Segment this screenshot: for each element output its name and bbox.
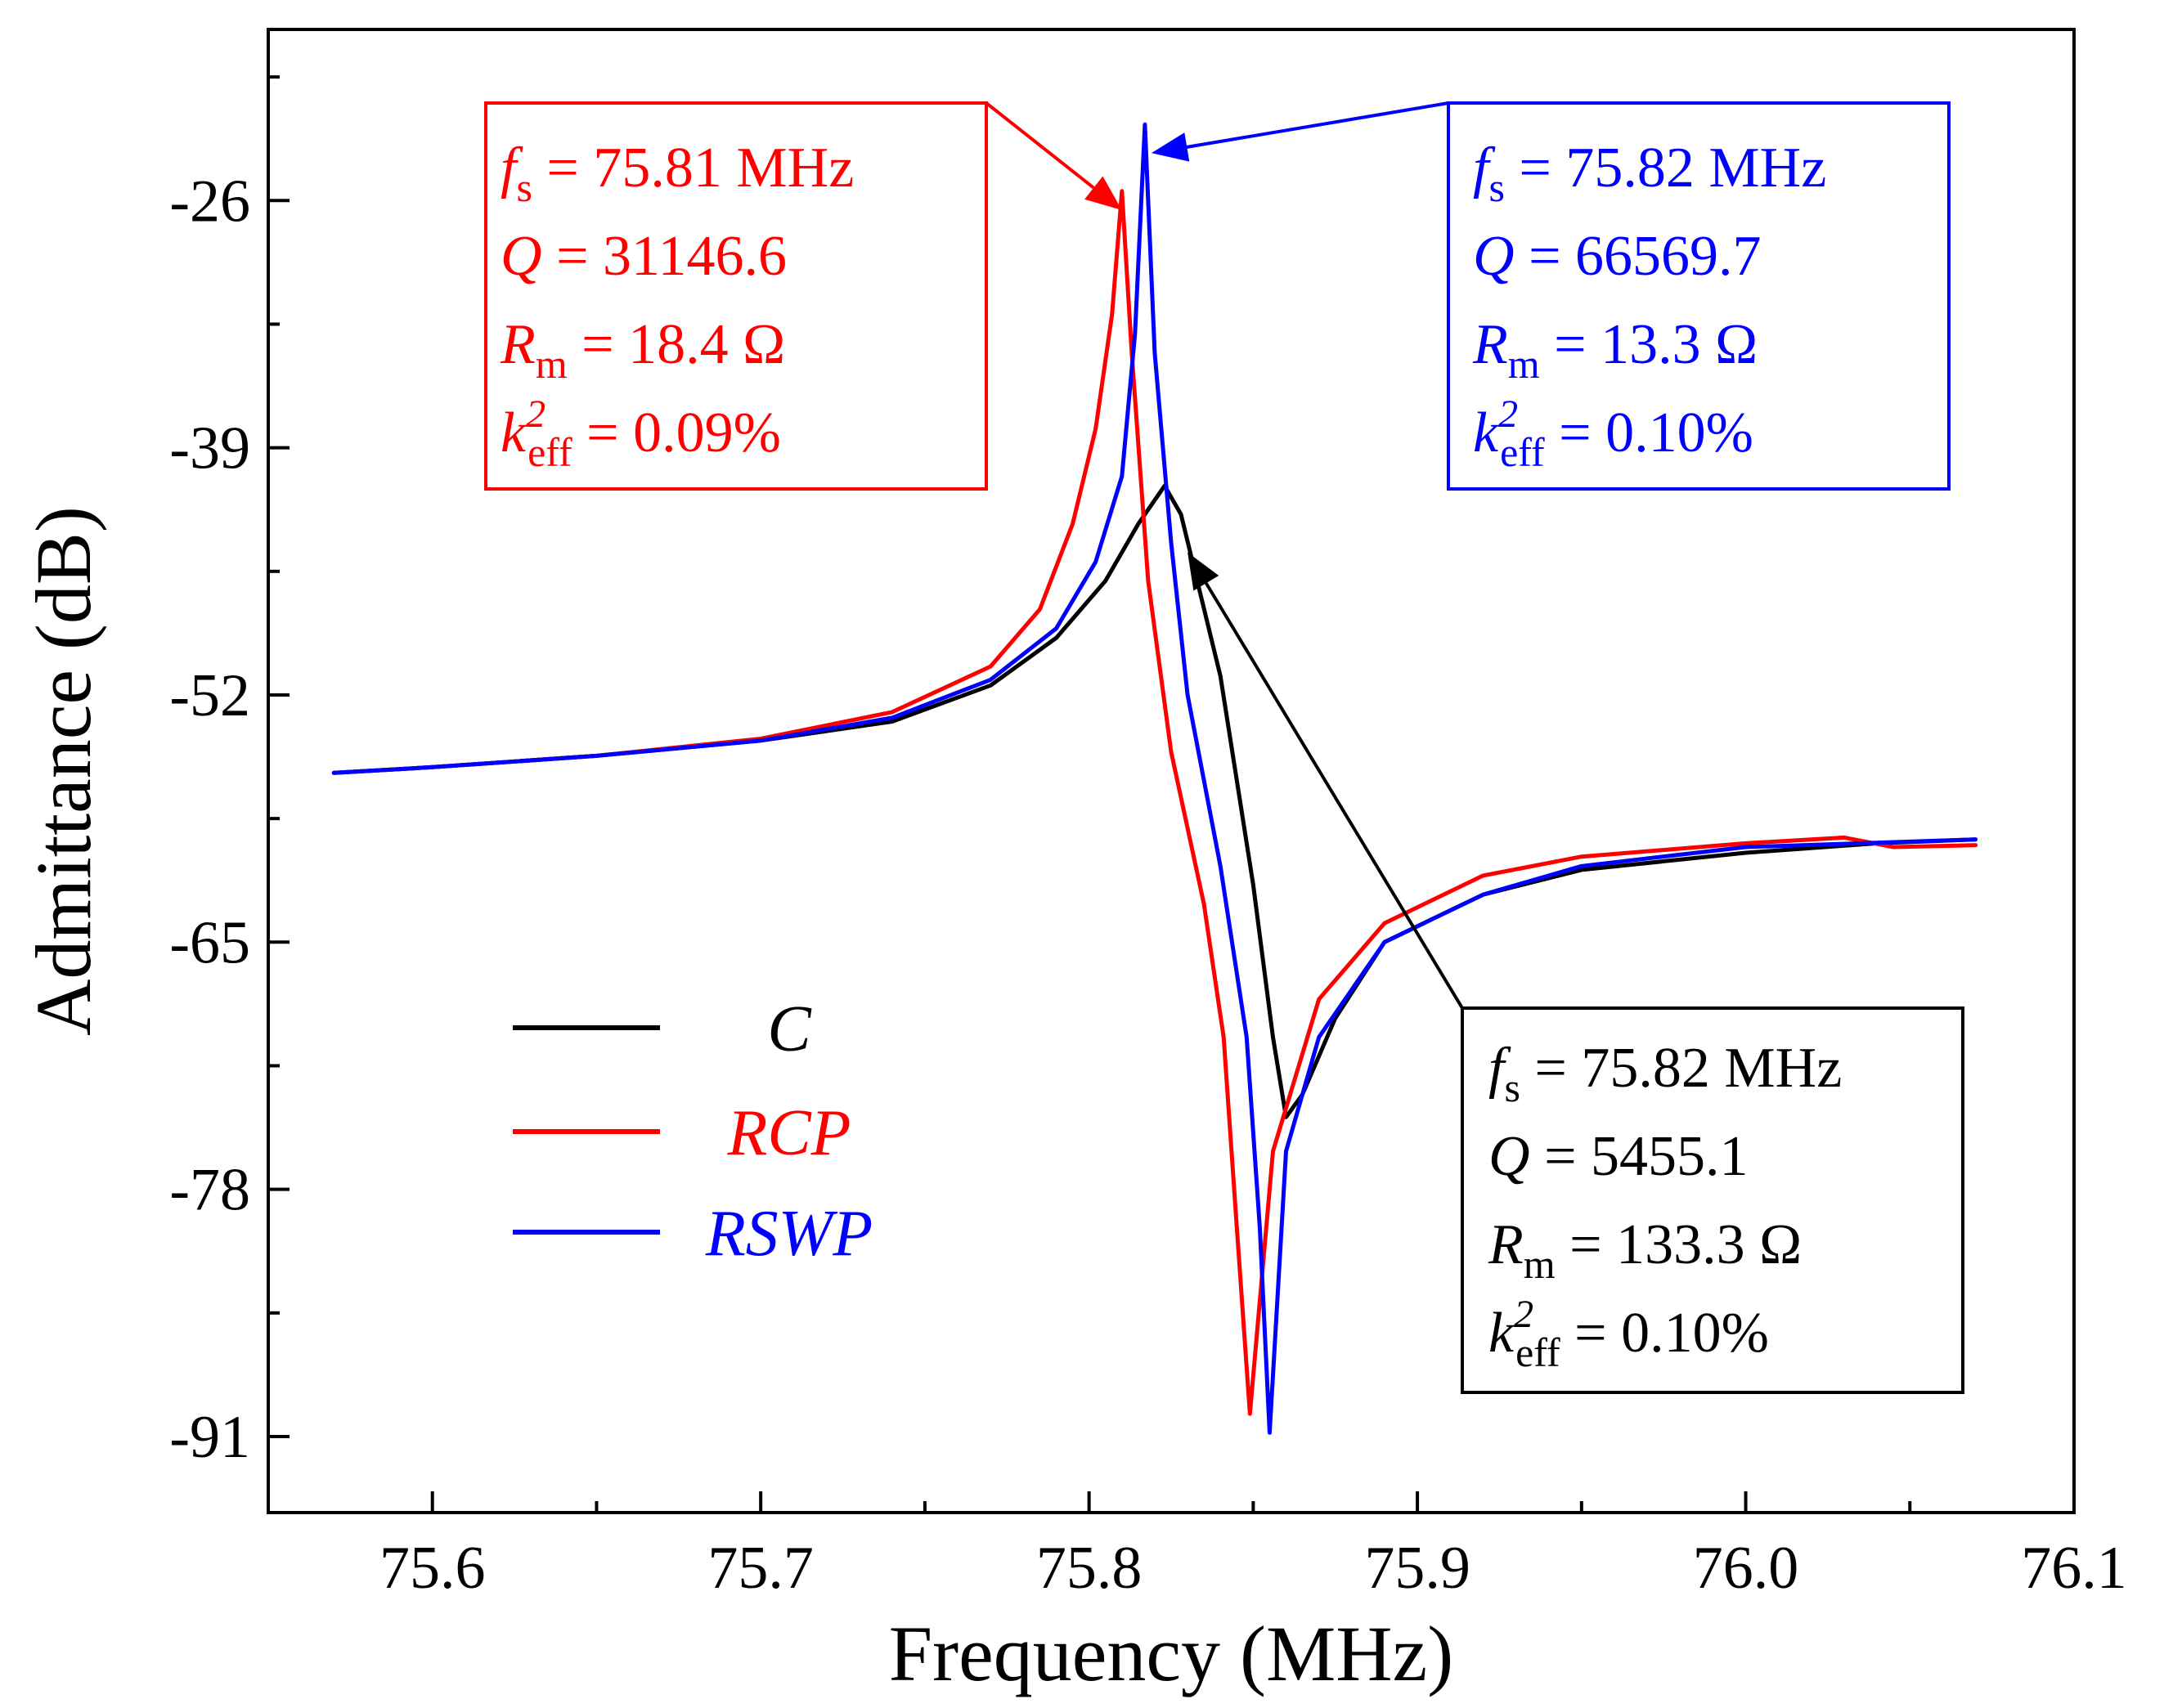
- legend-label-c: C: [767, 993, 812, 1065]
- axes-layer: 75.6 75.7 75.8 75.9 76.0 76.1 -26 -39 -52 -65 -78 -…: [169, 75, 2127, 1602]
- y-tick-label: -52: [169, 662, 250, 729]
- x-axis-title: Frequency (MHz): [889, 1610, 1453, 1697]
- plot-frame: [267, 28, 2076, 1514]
- annotation-rm-text: Rm = 13.3 Ω: [1472, 313, 1758, 387]
- annotation-fs-text: fs = 75.81 MHz: [501, 137, 854, 210]
- y-tick-label: -78: [169, 1157, 250, 1224]
- annotation-keff-text: k2 eff = 0.10%: [1473, 392, 1753, 475]
- y-tick-label: -91: [169, 1404, 250, 1471]
- annotation-q-text: Q = 5455.1: [1488, 1125, 1749, 1188]
- annotation-box-2: fs = 75.82 MHz Q = 66569.7 Rm = 13.3 Ωk2 ef…: [1151, 101, 1951, 491]
- x-tick-label: 76.0: [1693, 1535, 1799, 1602]
- y-tick-label: -65: [169, 909, 250, 976]
- x-tick-label: 75.6: [379, 1535, 486, 1602]
- annotation-arrow-head: [1084, 176, 1122, 210]
- annotation-box-1: fs = 75.81 MHz Q = 31146.6 Rm = 18.4 Ωk2 ef…: [484, 101, 1122, 491]
- annotation-rm-text: Rm = 133.3 Ω: [1488, 1213, 1802, 1287]
- annotation-keff-text: k2 eff = 0.09%: [501, 392, 781, 475]
- annotation-box-3: fs = 75.82 MHz Q = 5455.1 Rm = 133.3 Ωk2 ef…: [1188, 552, 1964, 1394]
- x-tick-label: 76.1: [2021, 1535, 2127, 1602]
- series-line-rswp: [331, 122, 1978, 1435]
- x-tick-label: 75.7: [707, 1535, 814, 1602]
- annotation-q-text: Q = 66569.7: [1473, 225, 1762, 288]
- legend-label-rcp: RCP: [726, 1097, 851, 1169]
- annotation-arrow-line: [985, 101, 1095, 190]
- annotation-frame: [1461, 1006, 1964, 1394]
- legend-layer: C RCP RSWP: [513, 993, 873, 1270]
- x-tick-label: 75.8: [1036, 1535, 1143, 1602]
- annotation-fs-text: fs = 75.82 MHz: [1473, 137, 1826, 210]
- series-line-rcp: [331, 189, 1978, 1416]
- x-tick-label: 75.9: [1364, 1535, 1470, 1602]
- annotation-arrow-line: [1186, 101, 1449, 149]
- annotation-arrow-head: [1188, 552, 1219, 591]
- annotation-frame: [1447, 101, 1951, 491]
- legend-label-rswp: RSWP: [705, 1198, 873, 1270]
- y-tick-label: -39: [169, 415, 250, 482]
- annotation-arrow-line: [1205, 582, 1464, 1010]
- annotation-rm-text: Rm = 18.4 Ω: [500, 313, 785, 387]
- annotation-frame: [484, 101, 988, 491]
- annotation-keff-text: k2 eff = 0.10%: [1488, 1293, 1769, 1375]
- annotation-fs-text: fs = 75.82 MHz: [1488, 1037, 1842, 1110]
- y-axis-title: Admittance (dB): [20, 506, 107, 1036]
- annotation-q-text: Q = 31146.6: [501, 225, 787, 288]
- series-layer: [331, 122, 1978, 1435]
- y-tick-label: -26: [169, 168, 250, 235]
- annotation-arrow-head: [1151, 132, 1190, 162]
